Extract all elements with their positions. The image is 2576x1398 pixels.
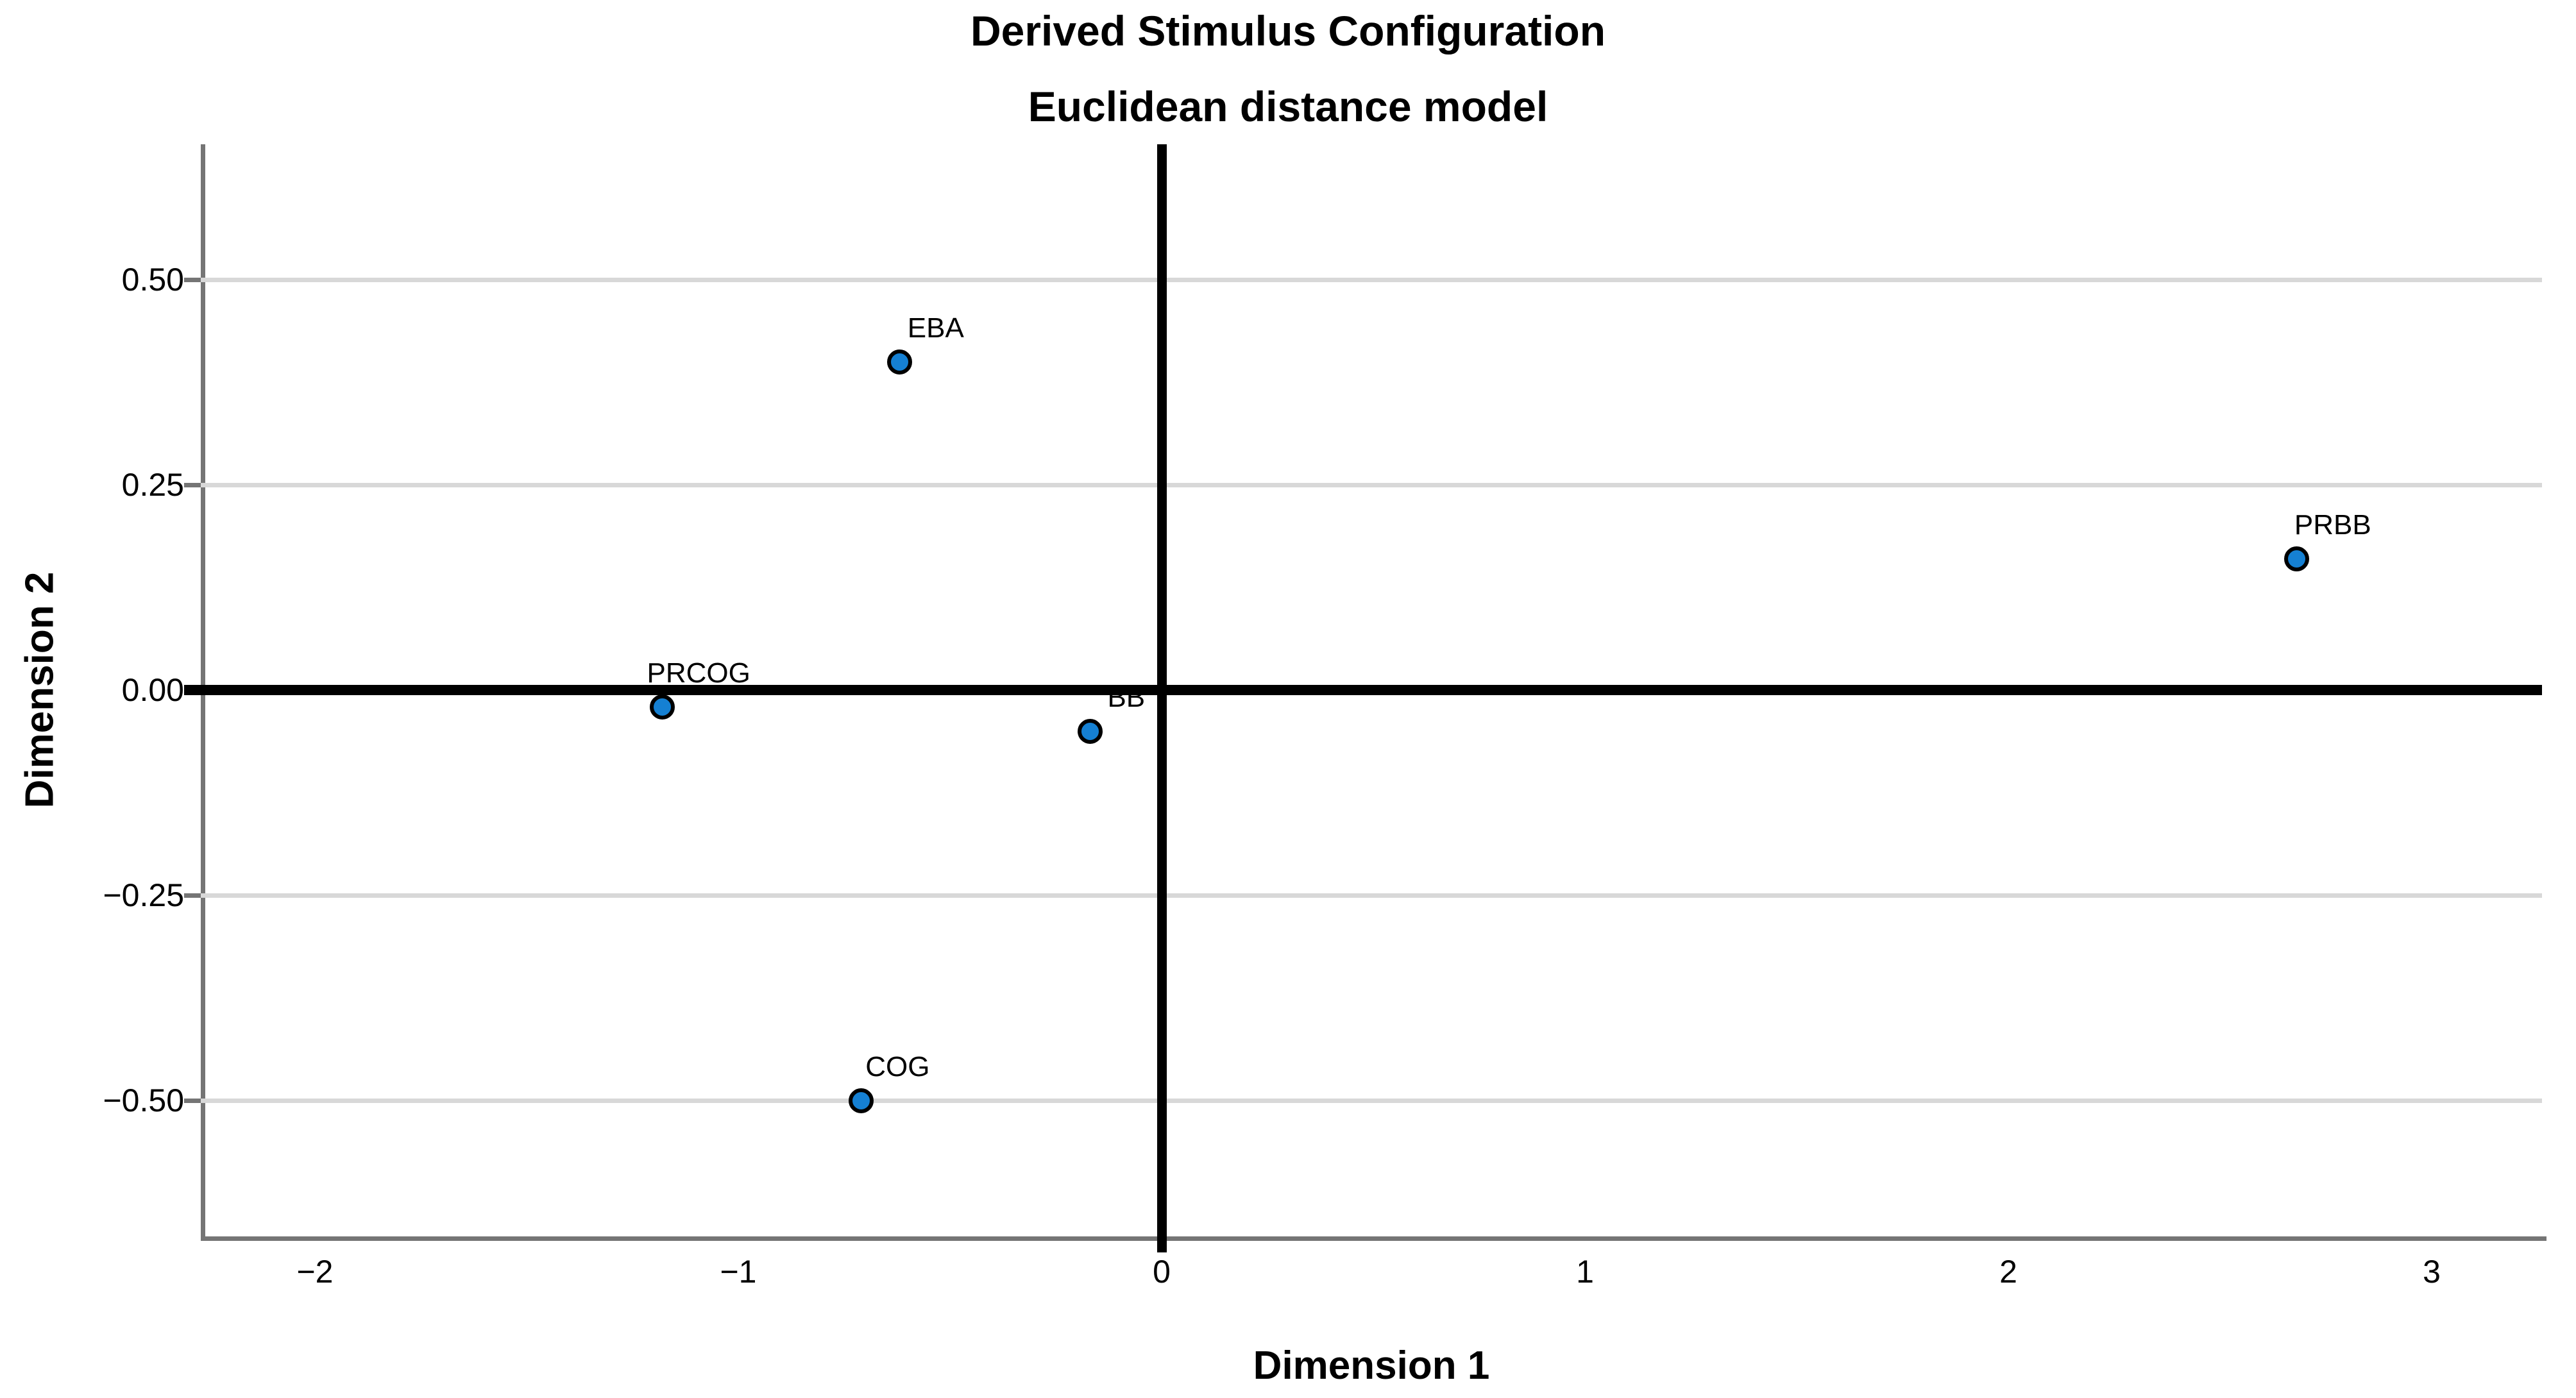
zero-line-horizontal	[184, 685, 2542, 695]
y-axis-title: Dimension 2	[17, 571, 62, 809]
y-tick-label-0.5: 0.50	[121, 262, 184, 298]
y-tick-label--0.25: −0.25	[103, 877, 184, 913]
data-point-label-BB: BB	[1107, 682, 1146, 713]
data-point-marker-PRCOG	[650, 694, 675, 720]
x-tick-label-2: 2	[1999, 1254, 2017, 1290]
data-point-label-COG: COG	[865, 1051, 930, 1082]
data-point-marker-PRBB	[2284, 546, 2309, 572]
gridline-y-0.25	[201, 483, 2542, 487]
x-tick-label-0: 0	[1153, 1254, 1171, 1290]
chart-title: Derived Stimulus Configuration	[970, 7, 1606, 55]
y-tick-label-0.25: 0.25	[121, 467, 184, 503]
zero-line-vertical	[1157, 144, 1167, 1252]
y-tick-label--0.5: −0.50	[103, 1082, 184, 1118]
data-point-label-PRBB: PRBB	[2294, 509, 2371, 541]
y-tick-label-0: 0.00	[121, 672, 184, 708]
y-tick-mark-0.5	[184, 278, 201, 282]
data-point-marker-EBA	[886, 350, 912, 375]
gridline-y--0.25	[201, 893, 2542, 898]
data-point-label-EBA: EBA	[907, 312, 964, 344]
y-tick-mark--0.25	[184, 893, 201, 898]
x-tick-label-1: 1	[1576, 1254, 1594, 1290]
gridline-y-0.5	[201, 278, 2542, 282]
y-tick-mark--0.5	[184, 1099, 201, 1103]
chart-subtitle: Euclidean distance model	[1028, 83, 1548, 130]
data-point-label-PRCOG: PRCOG	[647, 657, 750, 689]
y-tick-mark-0.25	[184, 483, 201, 487]
gridline-y--0.5	[201, 1099, 2542, 1103]
x-tick-label--2: −2	[296, 1254, 334, 1290]
x-axis-title: Dimension 1	[1253, 1343, 1490, 1388]
data-point-marker-BB	[1077, 719, 1103, 744]
x-tick-label--1: −1	[720, 1254, 757, 1290]
x-tick-label-3: 3	[2423, 1254, 2441, 1290]
data-point-marker-COG	[849, 1088, 874, 1113]
